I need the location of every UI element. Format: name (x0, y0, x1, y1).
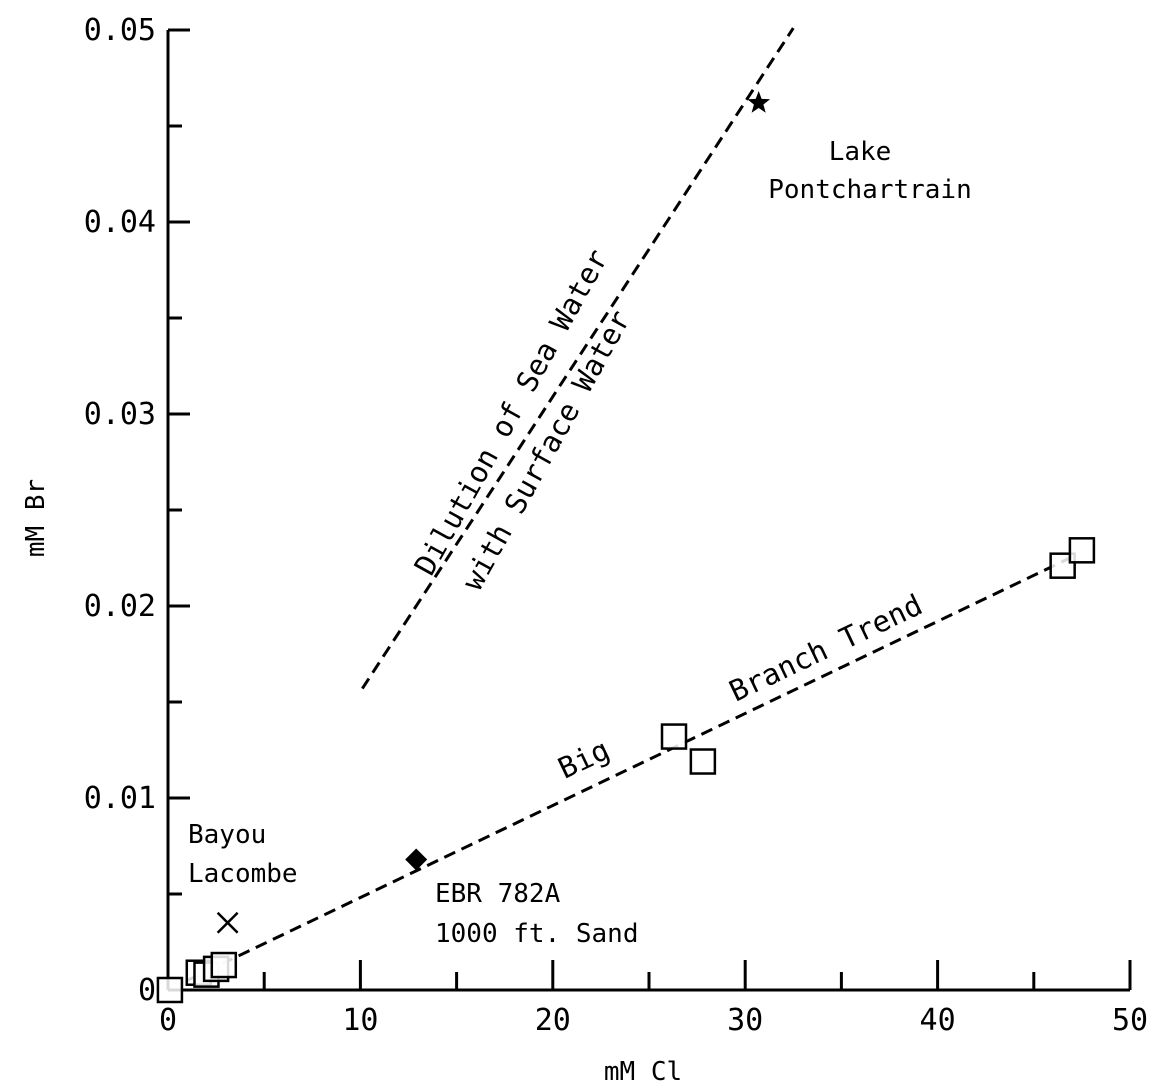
trend-line-2 (361, 27, 795, 690)
y-tick-label: 0.02 (84, 589, 156, 624)
y-axis-title: mM Br (21, 479, 51, 557)
x-point-stroke (216, 911, 239, 934)
axes: 0 10 20 30 40 50 0 0.01 0.02 0.03 0.04 0.05 (84, 13, 1148, 1038)
trend-line-1 (186, 552, 1079, 982)
x-tick-label: 40 (920, 1003, 956, 1038)
annotation-ebr-sand: 1000 ft. Sand (435, 919, 639, 949)
open-square-point (210, 951, 238, 979)
open-square-point (689, 748, 717, 775)
star-point (747, 91, 771, 113)
y-tick-label: 0.01 (84, 781, 156, 816)
x-tick-label: 10 (342, 1003, 378, 1038)
y-tick-label: 0.05 (84, 13, 156, 48)
annotation-bayou: Bayou (188, 820, 266, 850)
y-tick-label: 0 (138, 973, 156, 1008)
annotation-big: Big (553, 732, 615, 785)
open-square-point (660, 723, 688, 750)
diamond-point (405, 848, 428, 871)
x-axis-title: mM Cl (604, 1057, 682, 1087)
x-tick-label: 30 (727, 1003, 763, 1038)
annotation-ebr-well: EBR 782A (435, 879, 561, 909)
x-point (216, 911, 239, 934)
y-tick-label: 0.03 (84, 397, 156, 432)
x-tick-label: 0 (159, 1003, 177, 1038)
annotation-lacombe: Lacombe (188, 859, 298, 889)
x-tick-label: 50 (1112, 1003, 1148, 1038)
x-tick-label: 20 (535, 1003, 571, 1038)
data-markers (156, 91, 1096, 1004)
open-square-point (1068, 537, 1096, 564)
trend-lines (186, 27, 1079, 982)
annotation-branch-trend: Branch Trend (724, 588, 928, 709)
y-tick-label: 0.04 (84, 205, 156, 240)
annotation-lake: Lake (829, 137, 892, 167)
open-square-point (156, 976, 184, 1004)
annotation-pontchartrain: Pontchartrain (768, 175, 972, 205)
